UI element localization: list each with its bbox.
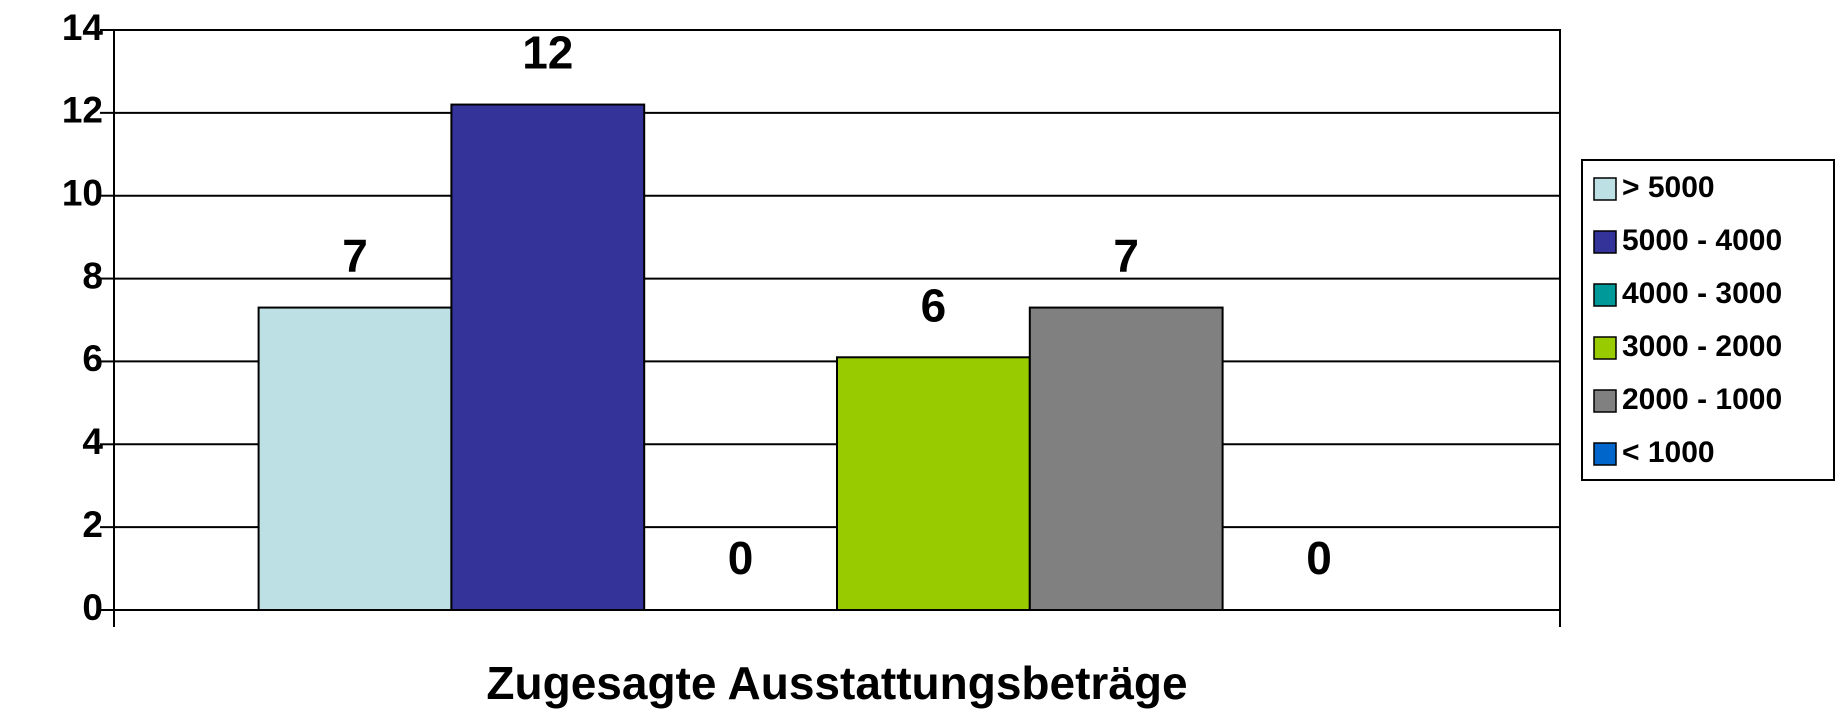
value-label: 6 xyxy=(921,279,947,331)
legend-box xyxy=(1581,159,1835,481)
legend-swatch xyxy=(1593,389,1617,413)
y-tick-label: 4 xyxy=(82,421,103,462)
legend-swatch xyxy=(1593,442,1617,466)
legend-swatch xyxy=(1593,177,1617,201)
x-axis-title: Zugesagte Ausstattungsbeträge xyxy=(486,657,1187,709)
y-tick-label: 8 xyxy=(82,255,103,296)
y-tick-label: 2 xyxy=(82,504,103,545)
value-label: 0 xyxy=(1306,532,1332,584)
legend-label: > 5000 xyxy=(1622,171,1715,204)
legend-label: 3000 - 2000 xyxy=(1622,330,1782,363)
value-label: 7 xyxy=(342,230,368,282)
y-tick-label: 12 xyxy=(62,90,103,131)
y-tick-label: 14 xyxy=(62,7,104,48)
legend-label: 4000 - 3000 xyxy=(1622,277,1782,310)
legend-label: 2000 - 1000 xyxy=(1622,383,1782,416)
legend-swatch xyxy=(1593,336,1617,360)
value-label: 7 xyxy=(1113,230,1139,282)
bar xyxy=(257,306,453,611)
value-label: 12 xyxy=(522,27,573,79)
legend-label: 5000 - 4000 xyxy=(1622,224,1782,257)
y-tick-label: 6 xyxy=(82,338,103,379)
legend-label: < 1000 xyxy=(1622,436,1715,469)
y-tick-label: 10 xyxy=(62,172,103,213)
bar xyxy=(450,103,646,611)
y-tick-label: 0 xyxy=(82,587,103,628)
bar xyxy=(836,356,1031,611)
legend-swatch xyxy=(1593,283,1617,307)
legend-swatch xyxy=(1593,230,1617,254)
value-label: 0 xyxy=(728,532,754,584)
bar xyxy=(1028,306,1224,611)
